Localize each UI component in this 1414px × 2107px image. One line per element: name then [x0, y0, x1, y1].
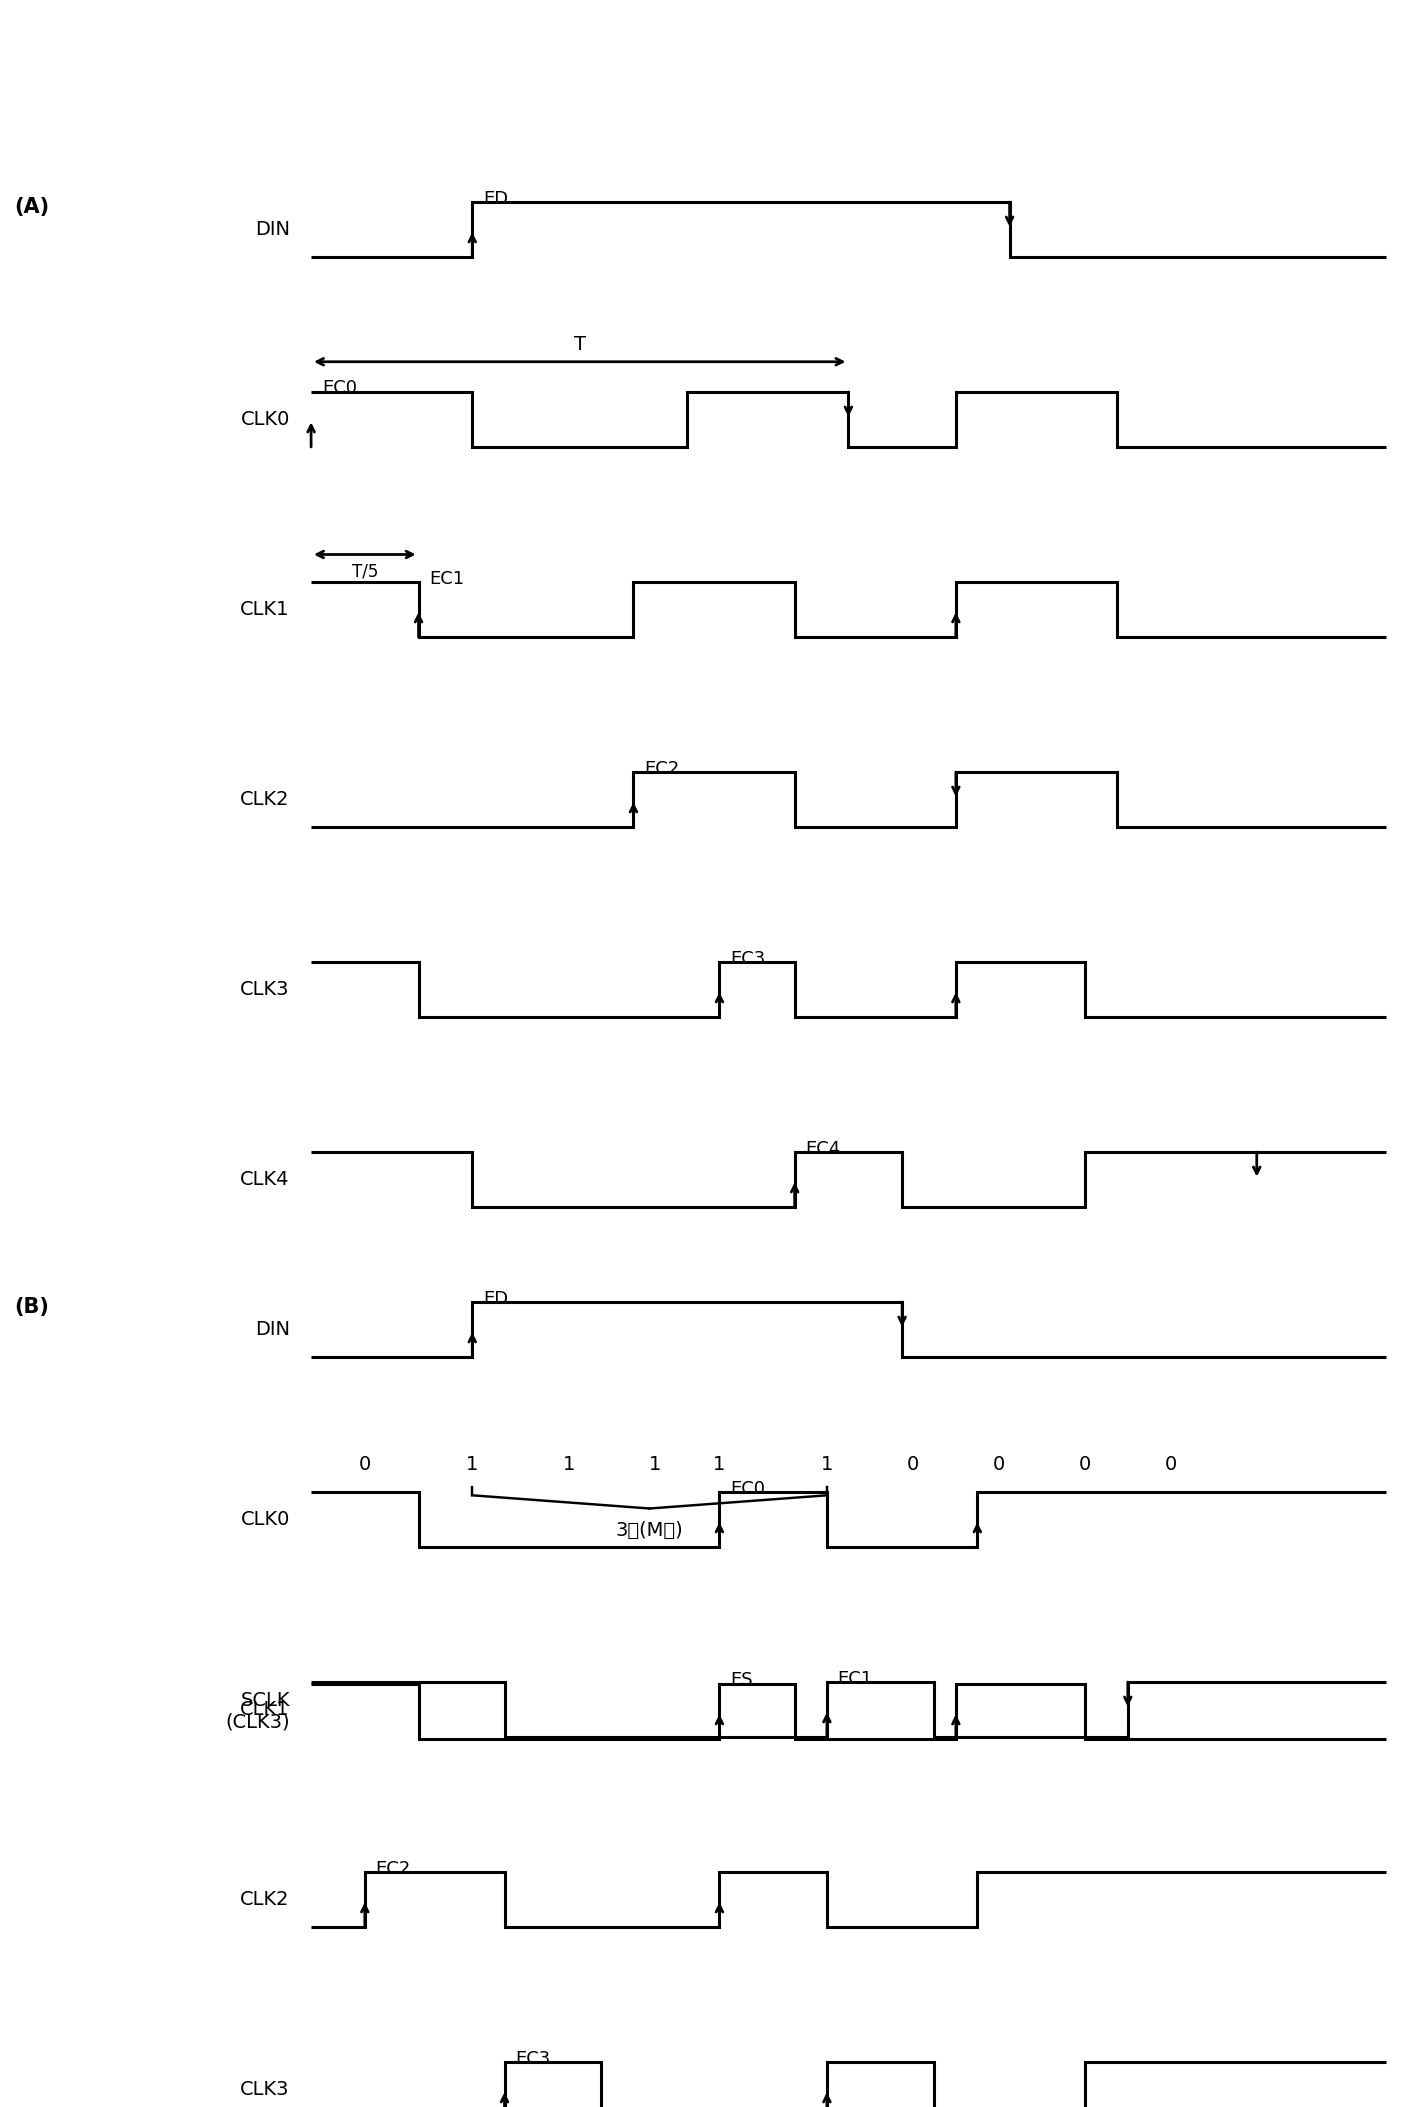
Text: 0: 0	[359, 1456, 370, 1475]
Text: EC0: EC0	[730, 1479, 765, 1498]
Text: 1: 1	[820, 1456, 833, 1475]
Text: 1: 1	[649, 1456, 662, 1475]
Text: EC2: EC2	[376, 1860, 411, 1877]
Text: CLK4: CLK4	[240, 1169, 290, 1188]
Text: 0: 0	[993, 1456, 1005, 1475]
Text: EC4: EC4	[806, 1140, 841, 1157]
Text: T: T	[574, 335, 585, 354]
Text: EC2: EC2	[645, 759, 680, 777]
Text: CLK0: CLK0	[240, 1511, 290, 1530]
Text: 0: 0	[1165, 1456, 1176, 1475]
Text: EC0: EC0	[322, 379, 356, 398]
Text: CLK2: CLK2	[240, 790, 290, 809]
Text: 1: 1	[563, 1456, 575, 1475]
Text: EC3: EC3	[730, 950, 765, 967]
Text: 3个(M个): 3个(M个)	[615, 1521, 683, 1540]
Text: ES: ES	[730, 1671, 752, 1690]
Text: ED: ED	[484, 1289, 508, 1308]
Text: EC3: EC3	[515, 2050, 550, 2067]
Text: T/5: T/5	[352, 563, 378, 582]
Text: CLK0: CLK0	[240, 411, 290, 430]
Text: 0: 0	[1079, 1456, 1092, 1475]
Text: SCLK
(CLK3): SCLK (CLK3)	[225, 1692, 290, 1732]
Text: CLK1: CLK1	[240, 1700, 290, 1719]
Text: CLK2: CLK2	[240, 1890, 290, 1909]
Text: EC1: EC1	[837, 1669, 872, 1688]
Text: 0: 0	[906, 1456, 919, 1475]
Text: DIN: DIN	[255, 219, 290, 238]
Text: (B): (B)	[14, 1298, 49, 1317]
Text: 1: 1	[467, 1456, 478, 1475]
Text: CLK3: CLK3	[240, 980, 290, 999]
Text: ED: ED	[484, 190, 508, 206]
Text: (A): (A)	[14, 196, 49, 217]
Text: CLK3: CLK3	[240, 2080, 290, 2099]
Text: EC1: EC1	[430, 569, 464, 588]
Text: CLK1: CLK1	[240, 600, 290, 619]
Text: DIN: DIN	[255, 1319, 290, 1340]
Text: 1: 1	[713, 1456, 725, 1475]
